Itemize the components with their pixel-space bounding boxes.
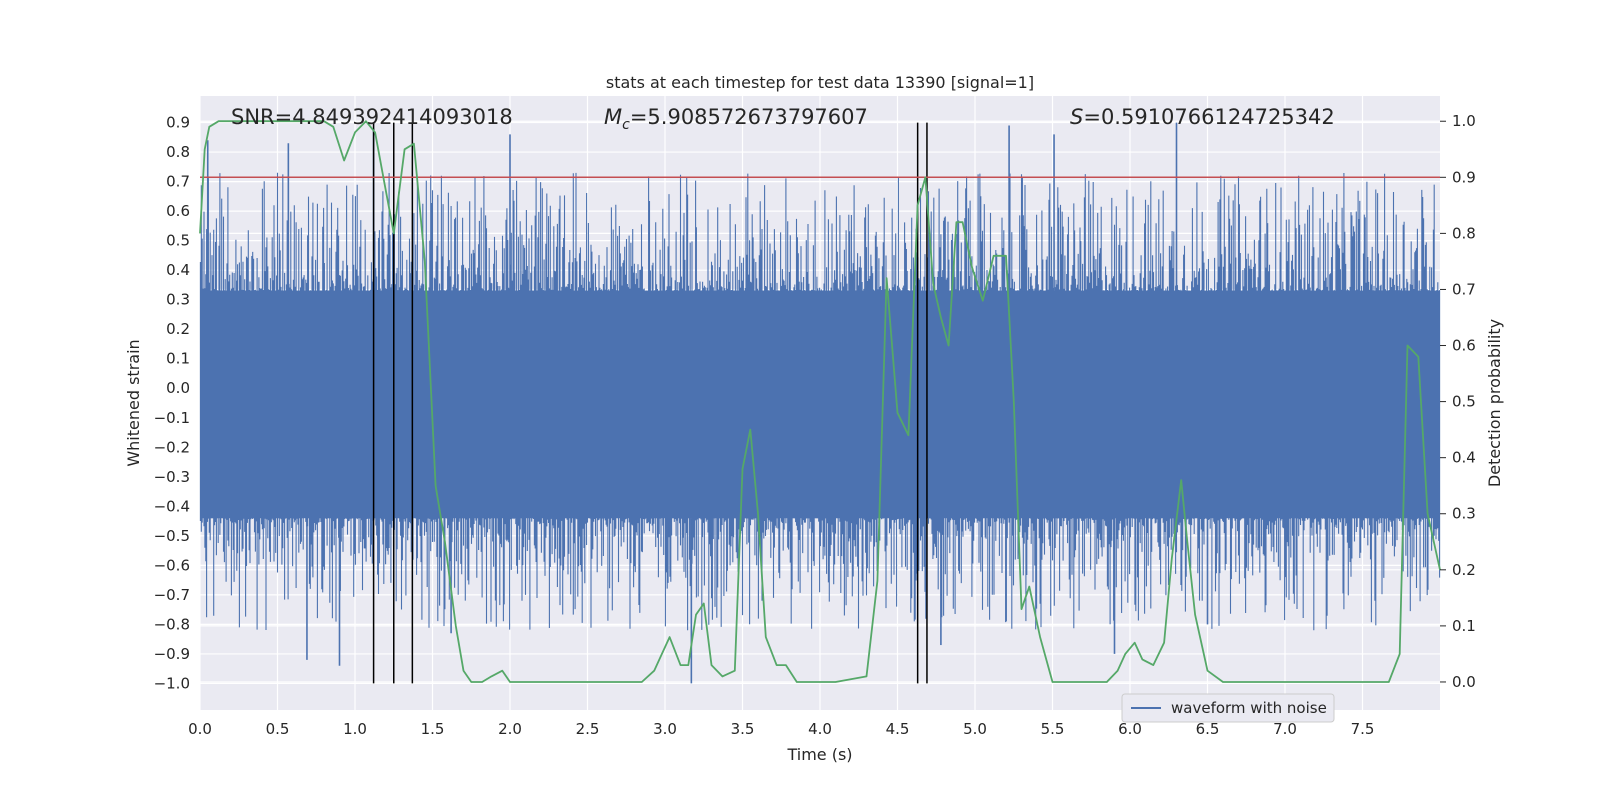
y-tick-label: 0.1 <box>166 350 190 368</box>
y-tick-label: −1.0 <box>154 674 190 692</box>
x-tick-label: 1.5 <box>421 720 445 738</box>
y-tick-label: 0.9 <box>166 114 190 132</box>
chirp-mass-annotation: Mc=5.908572673797607 <box>604 105 868 133</box>
x-tick-label: 1.0 <box>343 720 367 738</box>
y2-tick-label: 0.7 <box>1452 280 1476 298</box>
y-tick-label: 0.4 <box>166 261 190 279</box>
chirp-mass-subscript: c <box>622 117 630 133</box>
y-tick-label: 0.3 <box>166 291 190 309</box>
chart-title: stats at each timestep for test data 133… <box>606 73 1034 92</box>
x-tick-label: 6.0 <box>1118 720 1142 738</box>
y2-tick-label: 0.6 <box>1452 337 1476 355</box>
x-tick-label: 4.0 <box>808 720 832 738</box>
x-axis-label: Time (s) <box>786 745 852 764</box>
chirp-mass-value: =5.908572673797607 <box>630 105 868 129</box>
legend: waveform with noise <box>1121 693 1335 723</box>
y-tick-label: −0.8 <box>154 615 190 633</box>
probability-line <box>199 120 1441 683</box>
y2-tick-label: 0.5 <box>1452 393 1476 411</box>
detection-probability <box>199 120 1441 683</box>
snr-annotation: SNR=4.849392414093018 <box>231 105 513 129</box>
y-tick-label: −0.2 <box>154 438 190 456</box>
y-tick-label: 0.6 <box>166 202 190 220</box>
y-axis-ticks: 0.9 0.8 0.7 0.6 0.5 0.4 0.3 0.2 0.1 0.0 −0.1 −0.2 −0… <box>154 114 190 693</box>
x-tick-label: 6.5 <box>1196 720 1220 738</box>
y2-tick-label: 0.1 <box>1452 617 1476 635</box>
y-tick-label: 0.0 <box>166 379 190 397</box>
x-tick-label: 3.5 <box>731 720 755 738</box>
legend-box <box>1121 693 1335 723</box>
y-tick-label: −0.5 <box>154 527 190 545</box>
y-tick-label: −0.4 <box>154 497 190 515</box>
y-tick-label: 0.5 <box>166 232 190 250</box>
y-tick-label: −0.9 <box>154 645 190 663</box>
legend-label: waveform with noise <box>1171 699 1327 717</box>
x-tick-label: 0.0 <box>188 720 212 738</box>
y2-tick-label: 0.4 <box>1452 449 1476 467</box>
y2-tick-label: 1.0 <box>1452 112 1476 130</box>
x-tick-label: 2.0 <box>498 720 522 738</box>
x-tick-label: 5.0 <box>963 720 987 738</box>
x-tick-label: 0.5 <box>266 720 290 738</box>
x-tick-label: 7.5 <box>1351 720 1375 738</box>
right-y-axis-ticks: 1.0 0.9 0.8 0.7 0.6 0.5 0.4 0.3 0.2 0.1 0.0 <box>1440 112 1476 691</box>
y-axis-label: Whitened strain <box>124 339 143 466</box>
x-tick-label: 5.5 <box>1041 720 1065 738</box>
y-tick-label: −0.7 <box>154 586 190 604</box>
chirp-mass-symbol: M <box>604 105 622 129</box>
x-tick-label: 7.0 <box>1273 720 1297 738</box>
x-tick-label: 4.5 <box>886 720 910 738</box>
s-symbol: S <box>1070 105 1083 129</box>
y2-tick-label: 0.2 <box>1452 561 1476 579</box>
y-tick-label: 0.8 <box>166 143 190 161</box>
s-annotation: S=0.5910766124725342 <box>1070 105 1335 129</box>
y-tick-label: 0.2 <box>166 320 190 338</box>
s-value: =0.5910766124725342 <box>1083 105 1334 129</box>
x-tick-label: 2.5 <box>576 720 600 738</box>
y2-tick-label: 0.9 <box>1452 168 1476 186</box>
waveform-with-noise <box>199 122 1441 684</box>
y2-tick-label: 0.8 <box>1452 224 1476 242</box>
x-axis-ticks: 0.0 0.5 1.0 1.5 2.0 2.5 3.0 3.5 4.0 4.5 5.0 5.5 6.0 6… <box>188 720 1374 738</box>
y-tick-label: 0.7 <box>166 173 190 191</box>
right-y-axis-label: Detection probability <box>1485 319 1504 487</box>
y-tick-label: −0.1 <box>154 409 190 427</box>
waveform-trace <box>199 172 1441 631</box>
y2-tick-label: 0.3 <box>1452 505 1476 523</box>
y-tick-label: −0.3 <box>154 468 190 486</box>
y-tick-label: −0.6 <box>154 556 190 574</box>
x-tick-label: 3.0 <box>653 720 677 738</box>
y2-tick-label: 0.0 <box>1452 673 1476 691</box>
